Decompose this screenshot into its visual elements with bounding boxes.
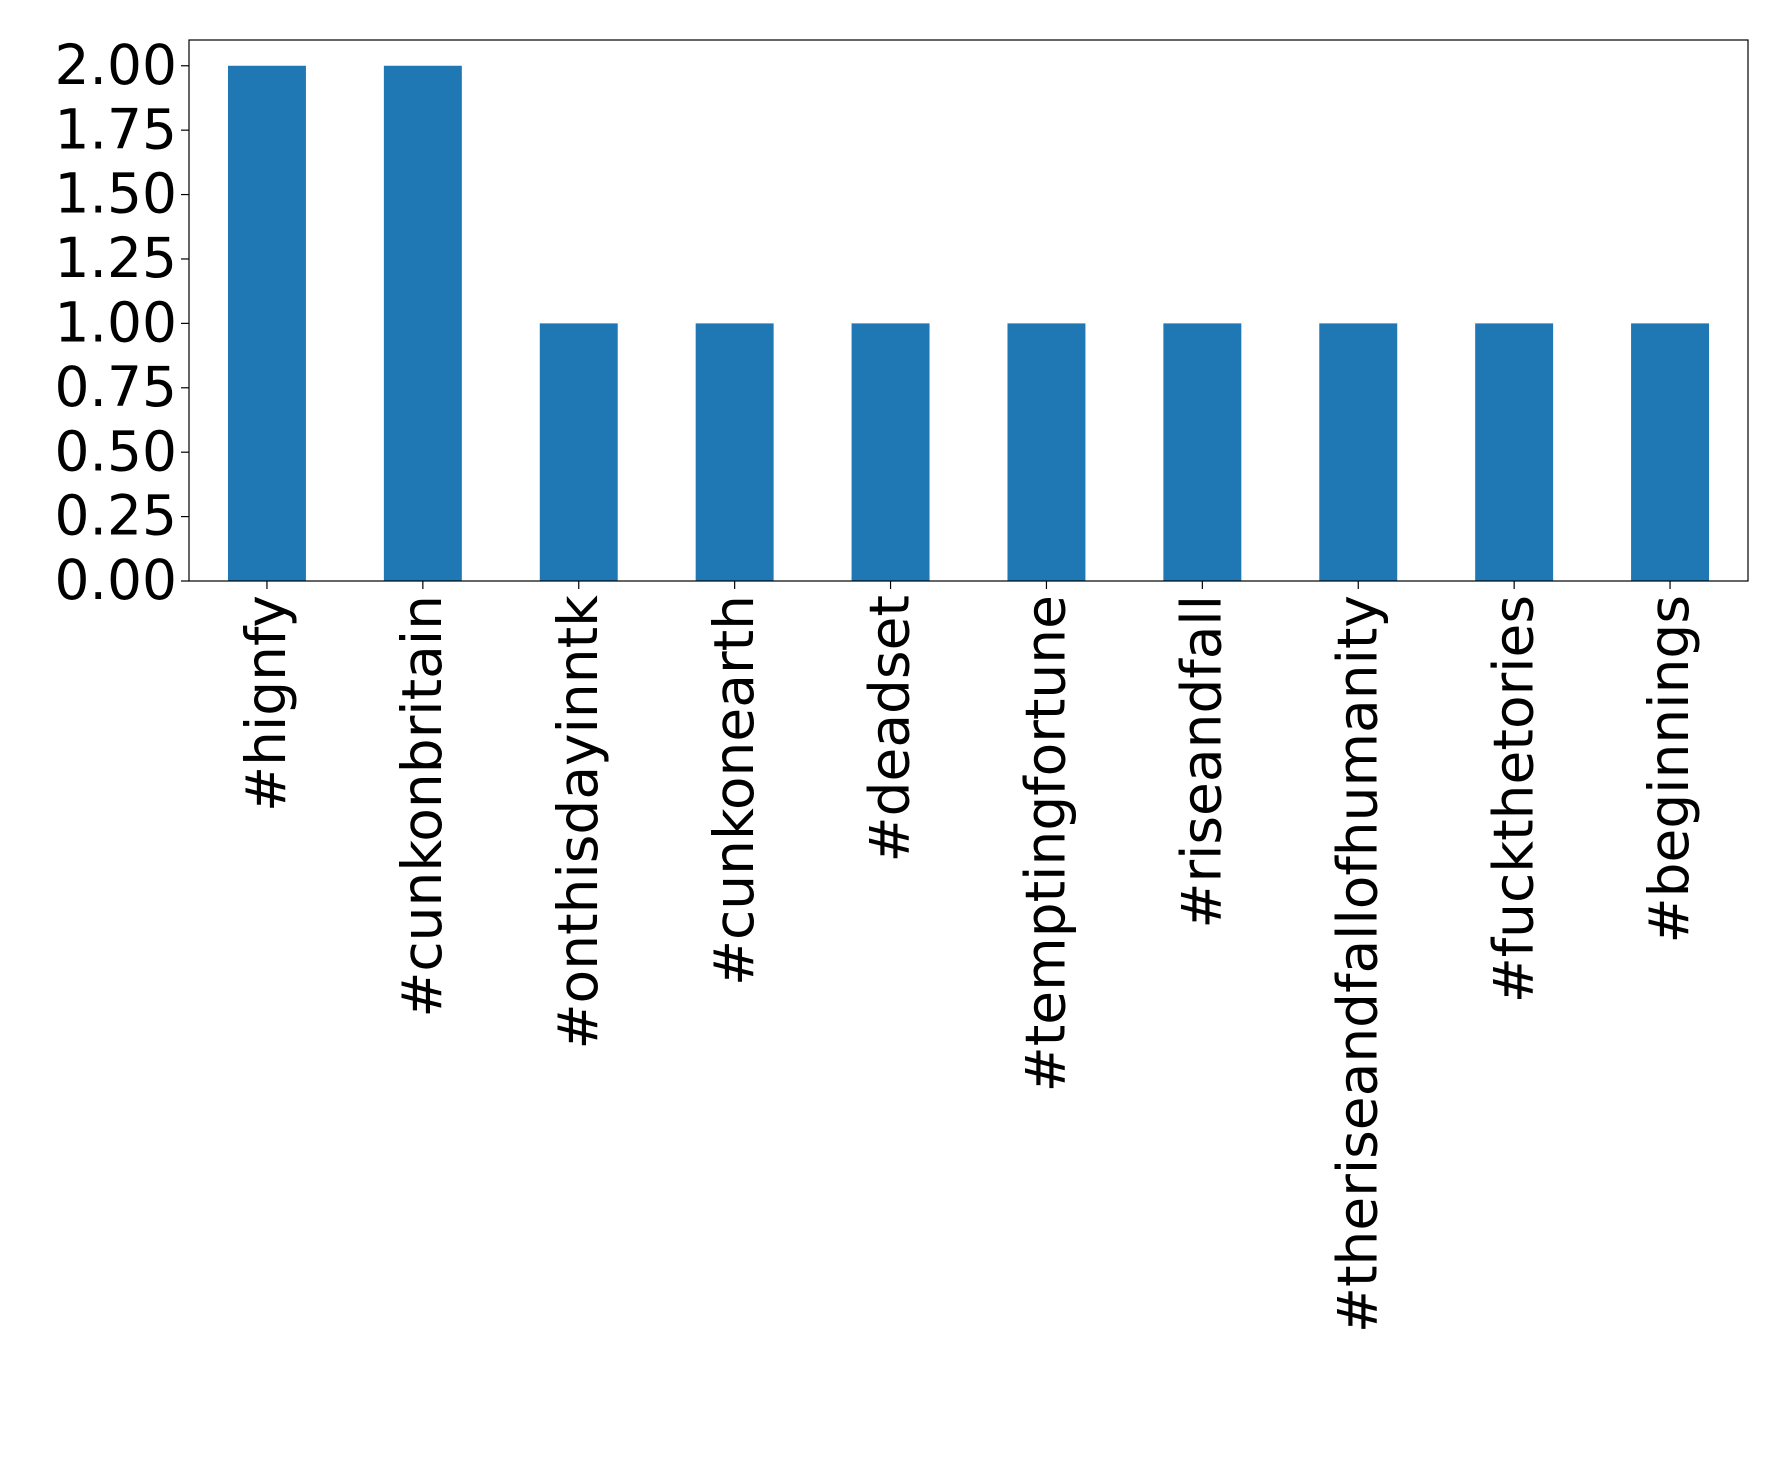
x-tick-label: #cunkonbritain — [390, 595, 454, 1018]
bar — [227, 65, 306, 581]
x-tick-label: #hignfy — [234, 595, 298, 812]
bar — [1475, 323, 1554, 581]
bar — [383, 65, 462, 581]
bar — [1163, 323, 1242, 581]
y-tick-label: 0.50 — [55, 419, 177, 483]
y-tick-label: 1.75 — [55, 97, 177, 161]
y-tick-label: 2.00 — [55, 33, 177, 97]
x-tick-label: #deadset — [858, 595, 922, 863]
y-tick-label: 1.00 — [55, 291, 177, 355]
x-tick-label: #beginnings — [1637, 595, 1701, 943]
bar — [539, 323, 618, 581]
y-tick-label: 0.25 — [55, 484, 177, 548]
plot-frame — [188, 39, 1749, 582]
y-tick-label: 1.50 — [55, 162, 177, 226]
x-tick-label: #fuckthetories — [1481, 595, 1545, 1003]
x-tick-label: #theriseandfallofhumanity — [1325, 595, 1389, 1333]
bar — [1007, 323, 1086, 581]
bar — [1319, 323, 1398, 581]
y-tick-label: 0.00 — [55, 548, 177, 612]
bar — [695, 323, 774, 581]
bar — [851, 323, 930, 581]
x-tick-label: #onthisdayinntk — [546, 595, 610, 1050]
bar — [1631, 323, 1710, 581]
y-tick-label: 1.25 — [55, 226, 177, 290]
x-tick-label: #cunkonearth — [702, 595, 766, 986]
x-tick-label: #riseandfall — [1169, 595, 1233, 929]
y-tick-label: 0.75 — [55, 355, 177, 419]
x-tick-label: #temptingfortune — [1014, 595, 1078, 1092]
